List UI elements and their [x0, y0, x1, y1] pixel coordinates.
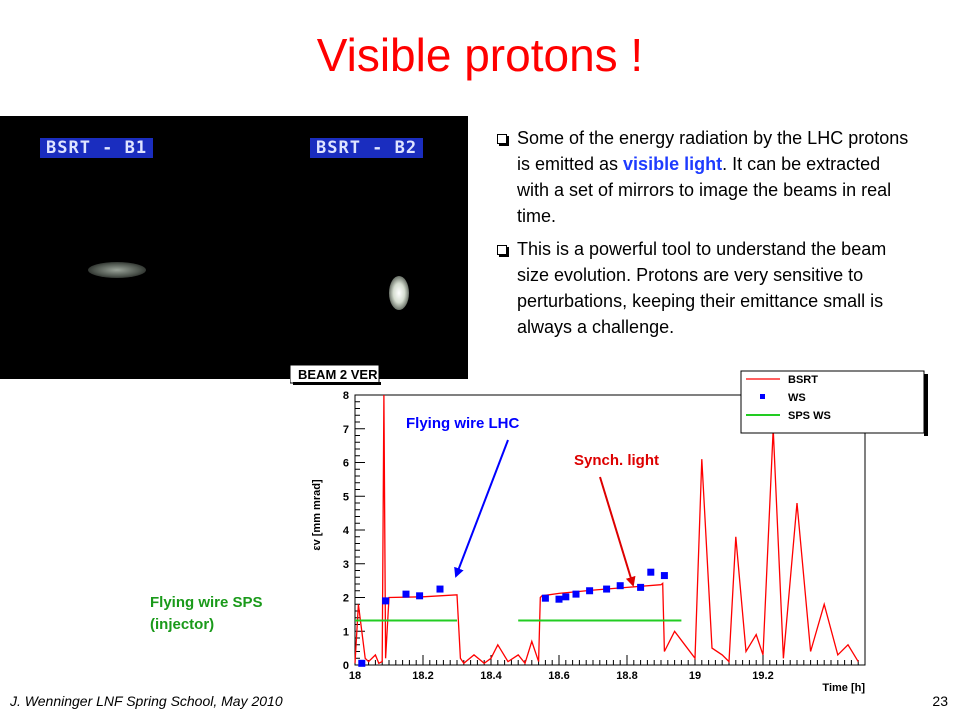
legend-ws-swatch [760, 394, 765, 399]
bullet-item: Some of the energy radiation by the LHC … [495, 125, 915, 229]
x-tick-label: 19.2 [752, 670, 773, 682]
ws-data-point [637, 583, 645, 591]
ws-data-point [402, 590, 410, 598]
bullet-list: Some of the energy radiation by the LHC … [495, 125, 915, 347]
synch-light-arrow [599, 476, 636, 587]
bsrt-series-line [354, 394, 859, 665]
legend-box [740, 370, 925, 434]
y-tick-label: 2 [343, 593, 349, 605]
ws-data-point [660, 572, 668, 580]
y-tick-label: 4 [343, 525, 350, 537]
bullet-text: This is a powerful tool to understand th… [517, 239, 887, 337]
lhc-wire-arrow [454, 439, 509, 578]
bsrt-b2-label: BSRT - B2 [310, 138, 424, 158]
slide-title: Visible protons ! [316, 29, 644, 81]
legend-ws-label: WS [788, 392, 806, 404]
ws-data-point [382, 597, 390, 605]
square-bullet-icon [497, 245, 507, 255]
plot-frame [354, 394, 866, 666]
injector-annotation: (injector) [150, 616, 215, 633]
chart-title: BEAM 2 VER [298, 367, 378, 382]
bullet-highlight: visible light [623, 154, 723, 174]
y-tick-label: 7 [343, 424, 349, 436]
legend-shadow [924, 374, 928, 436]
ws-data-point [572, 590, 580, 598]
ws-data-point [555, 595, 563, 603]
y-tick-label: 5 [343, 491, 349, 503]
chart-title-shadow [293, 382, 381, 385]
beam2-spot [389, 276, 409, 310]
y-tick-label: 1 [343, 626, 349, 638]
synch-light-annotation: Synch. light [574, 452, 660, 469]
beam1-spot [88, 262, 146, 278]
bullet-item: This is a powerful tool to understand th… [495, 236, 915, 340]
bullet-text: Some of the energy radiation by the LHC … [517, 128, 909, 174]
footer-credit: J. Wenninger LNF Spring School, May 2010 [10, 693, 283, 709]
x-axis-label: Time [h] [822, 682, 865, 694]
y-tick-label: 8 [343, 390, 349, 402]
x-tick-label: 19 [689, 670, 701, 682]
ws-data-point [603, 585, 611, 593]
plot-area [354, 394, 859, 667]
y-axis-label: εv [mm mrad] [311, 479, 323, 551]
ws-data-point [416, 592, 424, 600]
x-axis: 18 18.2 18.4 18.6 18.8 19 19.2 [349, 655, 866, 682]
legend-bsrt-label: BSRT [788, 374, 818, 386]
ws-data-point [436, 585, 444, 593]
ws-data-point [562, 593, 570, 601]
flying-wire-sps-annotation: Flying wire SPS [150, 594, 263, 611]
ws-data-point [541, 594, 549, 602]
bsrt-b1-label: BSRT - B1 [40, 138, 154, 158]
square-bullet-icon [497, 134, 507, 144]
x-tick-label: 18.4 [480, 670, 502, 682]
ws-data-point [616, 582, 624, 590]
legend: BSRT WS SPS WS [740, 370, 928, 436]
ws-data-point [586, 587, 594, 595]
x-tick-label: 18 [349, 670, 361, 682]
y-tick-label: 6 [343, 458, 349, 470]
x-tick-label: 18.8 [616, 670, 637, 682]
legend-sps-ws-label: SPS WS [788, 410, 831, 422]
x-tick-label: 18.6 [548, 670, 569, 682]
ws-data-point [358, 659, 366, 667]
bullet-text: . It can be extracted with a set of mirr… [517, 154, 892, 226]
ws-data-point [647, 568, 655, 576]
flying-wire-lhc-annotation: Flying wire LHC [406, 415, 520, 432]
page-number: 23 [932, 693, 948, 709]
y-tick-label: 3 [343, 559, 349, 571]
x-tick-label: 18.2 [412, 670, 433, 682]
y-tick-label: 0 [343, 660, 349, 672]
bsrt-camera-image: BSRT - B1 BSRT - B2 [0, 116, 468, 379]
